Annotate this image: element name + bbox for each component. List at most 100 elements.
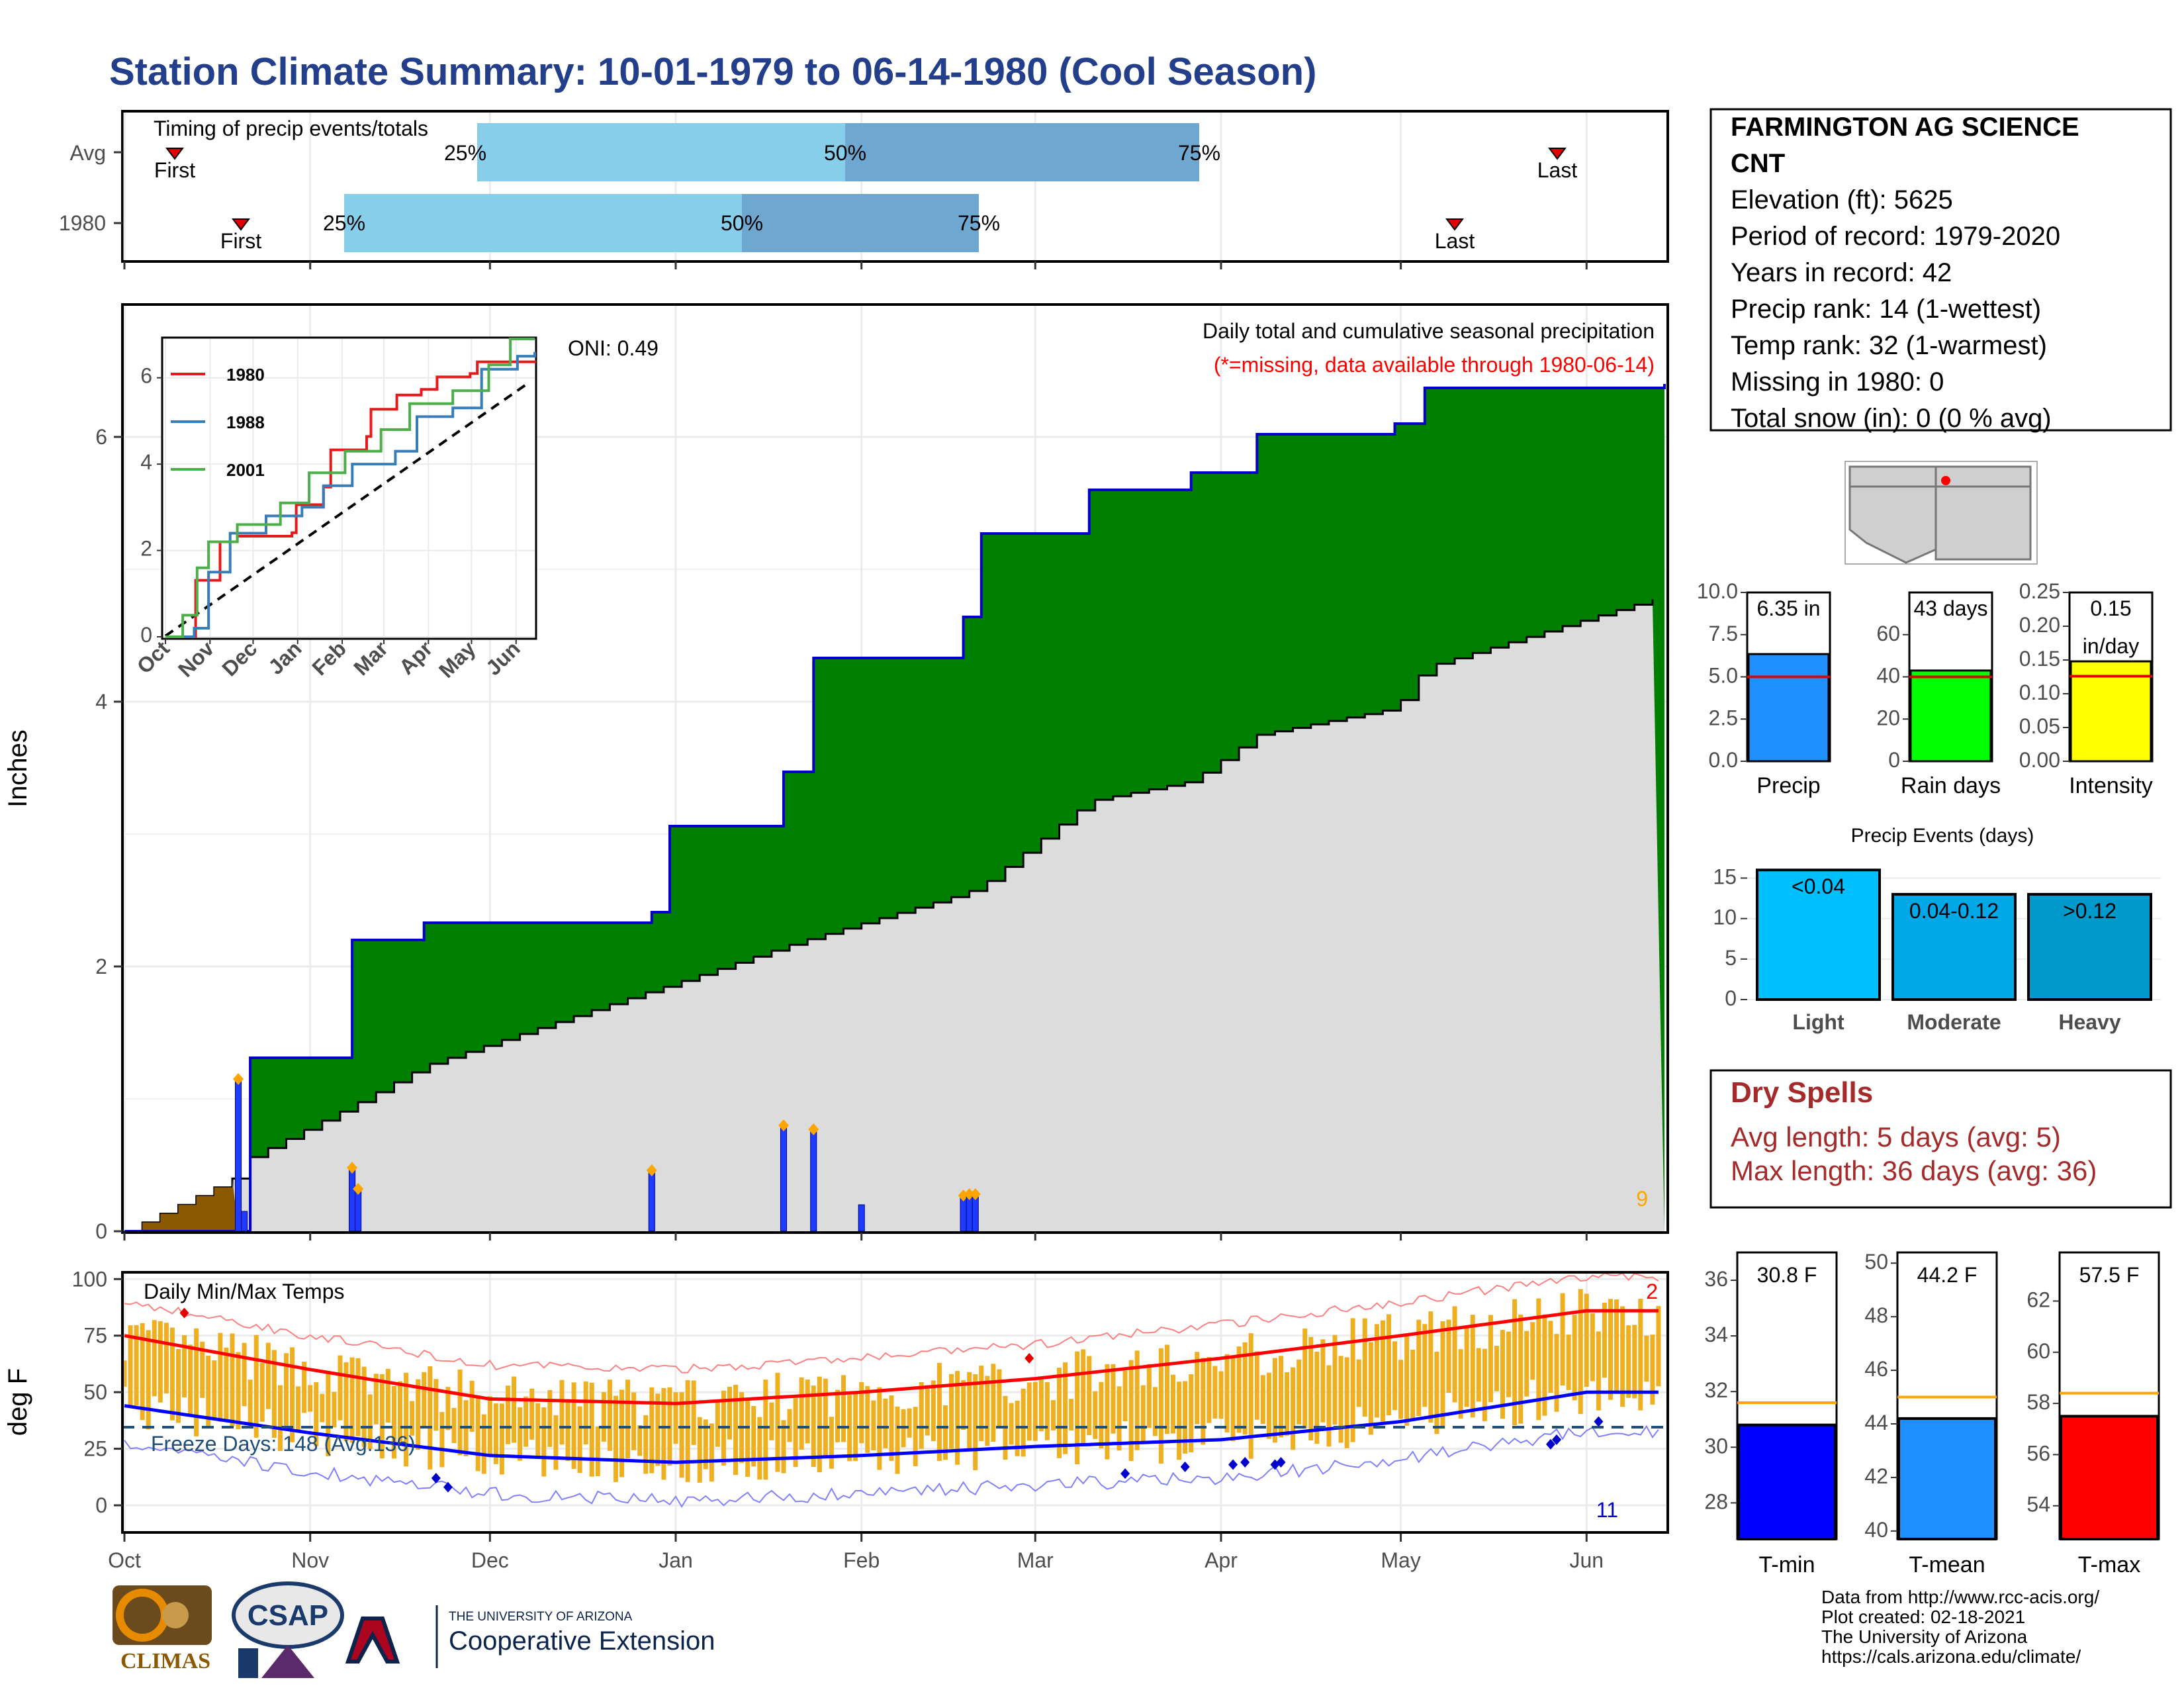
- daily-temp-bar: [1332, 1335, 1338, 1425]
- daily-temp-bar: [625, 1380, 631, 1459]
- daily-temp-bar: [314, 1382, 319, 1446]
- daily-temp-bar: [751, 1406, 756, 1467]
- daily-temp-bar: [146, 1330, 151, 1430]
- stat-tick: 0: [1888, 748, 1900, 772]
- daily-temp-bar: [1650, 1335, 1655, 1405]
- daily-temp-bar: [541, 1407, 547, 1477]
- dry-spells-title: Dry Spells: [1731, 1076, 1873, 1109]
- daily-temp-bar: [1416, 1319, 1422, 1416]
- temp-stat-tick: 36: [1704, 1267, 1728, 1291]
- daily-temp-bar: [1069, 1399, 1074, 1430]
- daily-temp-bar: [218, 1333, 223, 1422]
- daily-temp-bar: [308, 1385, 313, 1412]
- record-low-count: 11: [1596, 1498, 1618, 1522]
- daily-temp-bar: [1308, 1336, 1314, 1441]
- record-low-marker: [1180, 1461, 1190, 1472]
- record-low-marker: [1552, 1434, 1562, 1445]
- daily-temp-bar: [655, 1393, 660, 1466]
- record-low-marker: [443, 1481, 453, 1493]
- daily-temp-bar: [379, 1374, 385, 1459]
- daily-temp-bar: [1093, 1391, 1098, 1439]
- precip-event-category: Heavy: [2058, 1010, 2121, 1034]
- precip-events-title: Precip Events (days): [1851, 825, 2034, 847]
- daily-temp-bar: [853, 1391, 858, 1462]
- daily-temp-bar: [799, 1377, 804, 1450]
- daily-temp-bar: [1212, 1366, 1218, 1419]
- daily-temp-bar: [242, 1342, 247, 1407]
- daily-temp-bar: [1338, 1356, 1343, 1443]
- early-season-area: [124, 1178, 239, 1231]
- stat-bar: [2070, 660, 2152, 763]
- daily-temp-bar: [643, 1415, 649, 1474]
- daily-temp-bar: [1201, 1358, 1206, 1445]
- daily-temp-bar: [1410, 1349, 1416, 1419]
- average-cumulative-line: [124, 599, 1654, 1233]
- footer-university: The University of Arizona: [1821, 1626, 2028, 1647]
- year-q25-label: 25%: [323, 211, 365, 235]
- daily-temp-bar: [1548, 1321, 1553, 1393]
- daily-temp-bar: [1440, 1321, 1445, 1429]
- csap-logo: CSAP: [232, 1581, 344, 1678]
- daily-temp-bar: [859, 1382, 864, 1444]
- daily-precip-bar: [349, 1167, 356, 1232]
- daily-temp-bar: [775, 1372, 780, 1472]
- heavy-precip-marker: [964, 1188, 975, 1200]
- stat-tick: 0.20: [2019, 613, 2060, 637]
- daily-precip-bar: [241, 1211, 248, 1232]
- month-axis-label: Dec: [471, 1548, 509, 1572]
- precip-event-bar: [1756, 868, 1881, 1002]
- page-title: Station Climate Summary: 10-01-1979 to 0…: [109, 50, 1316, 93]
- daily-temp-bar: [955, 1371, 960, 1465]
- temp-stat-tick: 42: [1864, 1464, 1888, 1488]
- heavy-precip-marker: [808, 1123, 819, 1135]
- daily-precip-bar: [355, 1188, 362, 1232]
- daily-temp-bar: [745, 1399, 751, 1477]
- avg-last-marker: [1548, 148, 1567, 160]
- daily-temp-bar: [547, 1389, 553, 1447]
- daily-temp-bar: [439, 1412, 445, 1468]
- daily-temp-bar: [697, 1417, 702, 1483]
- daily-temp-bar: [1242, 1342, 1248, 1435]
- heavy-precip-marker: [646, 1164, 657, 1176]
- year-q50-q75-bar: [742, 194, 979, 252]
- daily-temp-bar: [1105, 1364, 1110, 1460]
- record-low-marker: [1120, 1468, 1130, 1479]
- daily-temp-bar: [445, 1387, 451, 1430]
- daily-temp-bar: [200, 1341, 205, 1398]
- daily-temp-bar: [296, 1386, 301, 1432]
- daily-temp-bar: [787, 1409, 792, 1442]
- precip-event-bar: [1891, 892, 2017, 1001]
- record-low-line: [124, 1425, 1659, 1508]
- daily-temp-bar: [1087, 1356, 1092, 1435]
- stat-tick: 10.0: [1697, 579, 1738, 603]
- temp-stat-bar: [2060, 1415, 2159, 1540]
- temp-stat-value: 44.2 F: [1917, 1263, 1978, 1287]
- daily-temp-bar: [805, 1380, 810, 1444]
- daily-temp-bar: [1644, 1335, 1649, 1382]
- daily-temp-bar: [1482, 1348, 1487, 1421]
- daily-temp-bar: [493, 1403, 498, 1464]
- daily-temp-bar: [1050, 1400, 1056, 1430]
- daily-temp-bar: [709, 1423, 714, 1482]
- daily-temp-bar: [823, 1378, 828, 1459]
- daily-temp-bar: [169, 1327, 175, 1421]
- daily-temp-bar: [1572, 1315, 1577, 1401]
- daily-temp-bar: [433, 1379, 439, 1431]
- daily-temp-bar: [1314, 1351, 1320, 1444]
- daily-temp-bar: [265, 1342, 271, 1409]
- daily-temp-bar: [841, 1375, 846, 1442]
- daily-temp-bar: [302, 1361, 307, 1413]
- temp-y-tick: 100: [72, 1267, 107, 1291]
- daily-temp-bar: [469, 1380, 475, 1432]
- daily-temp-bar: [811, 1385, 816, 1468]
- daily-temp-bar: [1218, 1371, 1224, 1419]
- stat-chart-intensity: 0.00 0.05 0.10 0.15 0.20 0.25 0.15 in/day Intens…: [2019, 579, 2154, 798]
- station-period: Period of record: 1979-2020: [1731, 222, 2060, 251]
- dry-spells-box: Dry Spells Avg length: 5 days (avg: 5) M…: [1709, 1069, 2172, 1209]
- daily-temp-bar: [1638, 1298, 1643, 1411]
- inset-y-tick: 4: [140, 450, 152, 474]
- daily-temp-bar: [1266, 1372, 1271, 1439]
- daily-temp-bar: [175, 1348, 181, 1423]
- daily-temp-bar: [835, 1389, 840, 1442]
- daily-temp-bar: [967, 1372, 972, 1450]
